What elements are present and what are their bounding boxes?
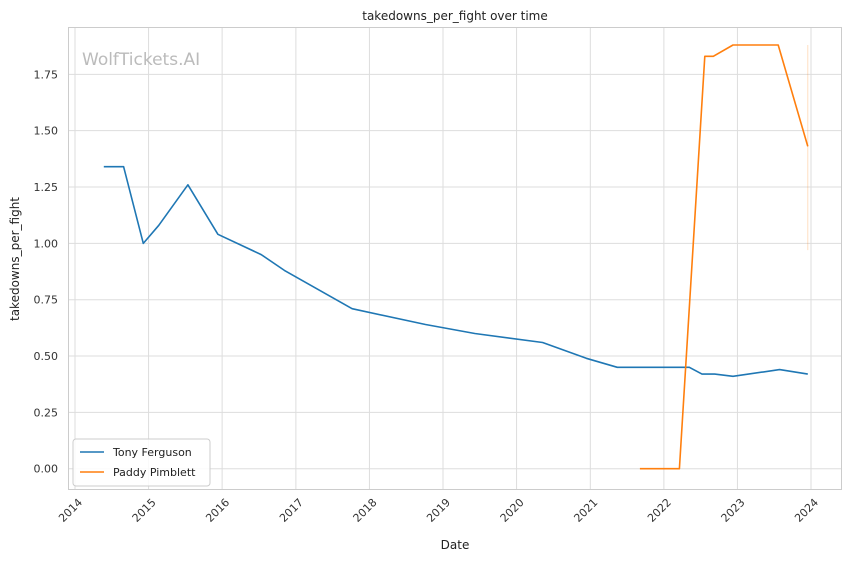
legend-label-tony-ferguson: Tony Ferguson [112, 446, 192, 459]
y-tick-label: 0.00 [34, 463, 59, 476]
y-tick-label: 1.00 [34, 237, 59, 250]
y-tick-label: 1.75 [34, 68, 59, 81]
legend-box [72, 438, 211, 487]
plot-frame [68, 27, 842, 490]
series-line-paddy-pimblett [639, 44, 809, 470]
legend: Tony Ferguson Paddy Pimblett [72, 438, 211, 487]
chart-title: takedowns_per_fight over time [362, 9, 548, 23]
y-axis-label: takedowns_per_fight [8, 197, 22, 321]
grid [68, 27, 841, 489]
y-tick-labels: 0.00 0.25 0.50 0.75 1.00 1.25 1.50 1.75 [34, 68, 59, 475]
series-line-tony-ferguson [103, 165, 808, 378]
y-tick-label: 0.75 [34, 294, 59, 307]
x-axis-label: Date [441, 538, 470, 552]
y-tick-label: 0.50 [34, 350, 59, 363]
y-tick-label: 0.25 [34, 406, 59, 419]
y-tick-label: 1.50 [34, 125, 59, 138]
series-layer [103, 44, 809, 470]
y-tick-label: 1.25 [34, 181, 59, 194]
watermark: WolfTickets.AI [82, 50, 200, 70]
legend-label-paddy-pimblett: Paddy Pimblett [113, 466, 196, 479]
